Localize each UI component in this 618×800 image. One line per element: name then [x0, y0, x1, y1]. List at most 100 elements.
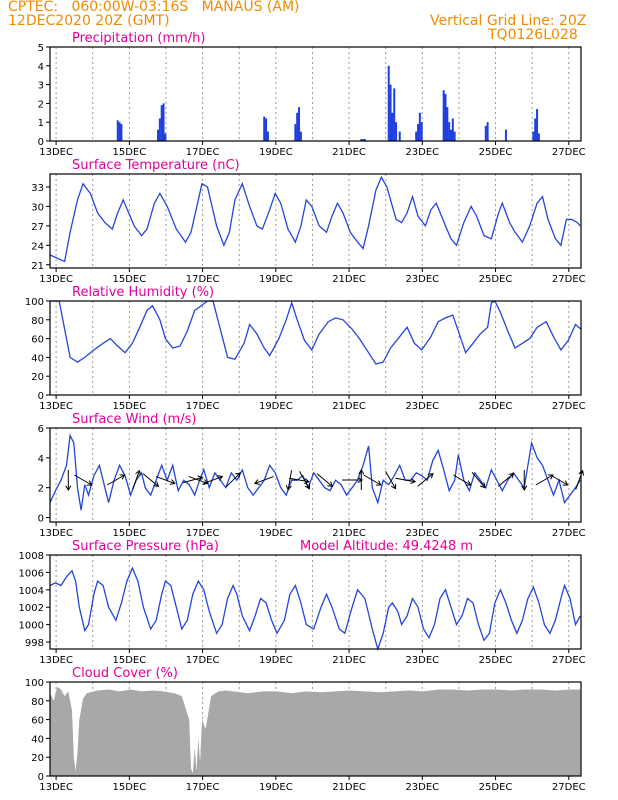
precip-bar [449, 129, 452, 141]
precip-bar [162, 103, 165, 141]
rh-xtick-label: 17DEC [186, 401, 220, 412]
wind-arrow [453, 474, 472, 486]
cloud-ytick-label: 100 [25, 678, 44, 689]
precip-xtick-label: 17DEC [186, 147, 220, 158]
precip-bar [484, 125, 487, 141]
rh-xtick-label: 23DEC [405, 401, 439, 412]
wind-xtick-label: 25DEC [479, 528, 513, 539]
rh-xtick-label: 21DEC [332, 401, 366, 412]
rh-xtick-label: 25DEC [479, 401, 513, 412]
temp-ytick-label: 21 [31, 261, 44, 272]
precip-bar [389, 84, 392, 141]
precip-bar [296, 112, 299, 141]
precip-bar [164, 133, 167, 141]
wind-arrow [550, 474, 569, 486]
wind-arrow [155, 476, 176, 485]
temp-frame [49, 173, 582, 269]
model-altitude: Model Altitude: 49.4248 m [300, 539, 473, 554]
pressure-xtick-label: 15DEC [112, 655, 146, 666]
pressure-xtick-label: 25DEC [479, 655, 513, 666]
wind-xtick-label: 19DEC [259, 528, 293, 539]
cloud-xtick-label: 15DEC [112, 782, 146, 793]
wind-arrow [471, 472, 486, 489]
pressure-xtick-label: 23DEC [405, 655, 439, 666]
precip-bar [448, 122, 451, 141]
pressure-ytick-label: 1006 [19, 568, 44, 579]
pressure-xtick-label: 21DEC [332, 655, 366, 666]
cloud-xtick-label: 19DEC [259, 782, 293, 793]
precip-ytick-label: 2 [38, 99, 44, 110]
rh-panel: 0 20 40 60 80 100 13DEC 15DEC 17DEC 19DEC 21DEC 23D… [25, 297, 586, 412]
pressure-ytick-label: 1008 [19, 551, 44, 562]
precip-bar [418, 112, 421, 141]
precip-bar [360, 139, 363, 141]
wind-arrow [132, 469, 141, 490]
precip-ytick-label: 4 [38, 62, 44, 73]
precip-bar [393, 88, 396, 141]
precip-bar [387, 65, 390, 141]
temp-xtick-label: 19DEC [259, 274, 293, 285]
wind-arrow [521, 470, 528, 491]
wind-arrow [575, 469, 585, 490]
wind-arrow [225, 472, 241, 488]
cloud-xtick-label: 21DEC [332, 782, 366, 793]
wind-arrow [385, 471, 397, 490]
temp-ytick-label: 24 [31, 241, 44, 252]
precip-bar [451, 118, 454, 141]
precip-xtick-label: 27DEC [552, 147, 586, 158]
precip-bar [299, 131, 302, 141]
rh-xtick-label: 19DEC [259, 401, 293, 412]
precip-bar [298, 107, 301, 141]
precip-xtick-label: 21DEC [332, 147, 366, 158]
cloud-xtick-label: 25DEC [479, 782, 513, 793]
wind-ytick-label: 0 [38, 514, 44, 525]
temp-ytick-label: 27 [31, 222, 44, 233]
precip-bar [265, 118, 268, 141]
precip-bar [266, 131, 269, 141]
header-location: CPTEC: 060:00W-03:16S MANAUS (AM) [8, 0, 300, 15]
rh-ytick-label: 0 [38, 391, 44, 402]
precip-bar [534, 118, 537, 141]
precip-bar [486, 122, 489, 141]
temp-xtick-label: 15DEC [112, 274, 146, 285]
temp-xtick-label: 13DEC [39, 274, 73, 285]
pressure-series-line [49, 566, 581, 652]
wind-ytick-label: 4 [38, 454, 44, 465]
wind-xtick-label: 23DEC [405, 528, 439, 539]
cloud-ytick-label: 20 [31, 753, 44, 764]
rh-frame [49, 300, 582, 396]
temp-ytick-label: 30 [31, 202, 44, 213]
precip-bar [504, 129, 507, 141]
rh-ytick-label: 100 [25, 297, 44, 308]
wind-arrow [74, 474, 93, 486]
rh-xtick-label: 13DEC [39, 401, 73, 412]
cloud-ytick-label: 40 [31, 734, 44, 745]
temp-xtick-label: 17DEC [186, 274, 220, 285]
wind-xtick-label: 13DEC [39, 528, 73, 539]
precip-frame [49, 46, 582, 142]
rh-ytick-label: 60 [31, 335, 44, 346]
precip-bar [532, 131, 535, 141]
wind-xtick-label: 27DEC [552, 528, 586, 539]
wind-arrow [395, 477, 417, 484]
temp-xtick-label: 27DEC [552, 274, 586, 285]
pressure-title: Surface Pressure (hPa) [72, 539, 219, 554]
wind-frame [49, 427, 582, 523]
precip-bar [537, 133, 540, 141]
pressure-panel: 998 1000 1002 1004 1006 1008 13DEC 15DEC 17DEC 19… [19, 551, 586, 666]
wind-series-line [49, 433, 581, 511]
cloud-xtick-label: 27DEC [552, 782, 586, 793]
cloud-cover-area [50, 686, 581, 776]
precip-bar [116, 120, 119, 141]
precip-bar [453, 131, 456, 141]
temp-panel: 21 24 27 30 33 13DEC 15DEC 17DEC 19DEC 21DEC 23DEC… [31, 173, 586, 285]
pressure-ytick-label: 1004 [19, 586, 44, 597]
precip-bar [160, 105, 163, 141]
temp-xtick-label: 23DEC [405, 274, 439, 285]
precip-ytick-label: 3 [38, 81, 44, 92]
precip-bar [263, 116, 266, 141]
precip-bar [536, 109, 539, 141]
precip-bar [420, 122, 423, 141]
pressure-ytick-label: 998 [25, 638, 44, 649]
wind-arrow [183, 475, 204, 484]
